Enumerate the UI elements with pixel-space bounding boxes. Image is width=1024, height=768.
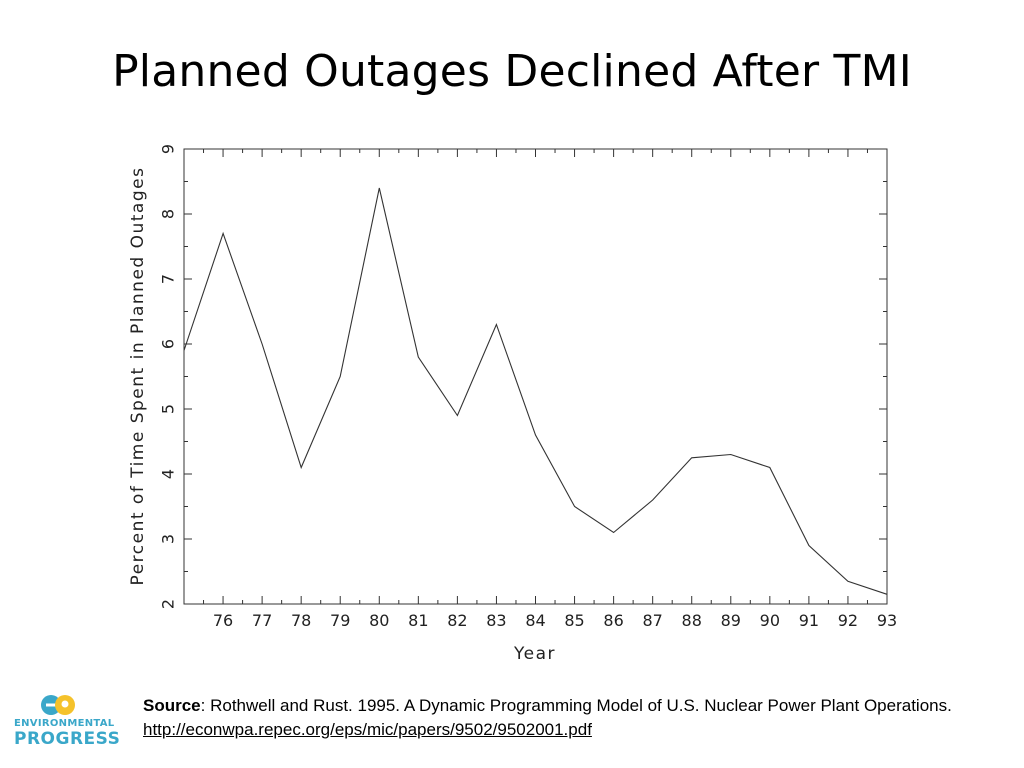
axis-ticks [184, 148, 888, 605]
outages-line-chart: 76 77 78 79 80 81 82 83 84 85 86 87 88 89 90 91 92 93 234… [128, 144, 897, 664]
x-tick-label: 77 [252, 611, 272, 630]
ep-logo-icon [39, 694, 77, 716]
x-tick-label: 91 [799, 611, 819, 630]
logo-text-progress: PROGRESS [14, 729, 121, 749]
source-link[interactable]: http://econwpa.repec.org/eps/mic/papers/… [143, 720, 592, 739]
x-tick-label: 88 [682, 611, 702, 630]
source-text: : Rothwell and Rust. 1995. A Dynamic Pro… [200, 696, 952, 715]
x-tick-label: 81 [408, 611, 428, 630]
source-label: Source [143, 696, 201, 715]
x-tick-label: 80 [369, 611, 389, 630]
source-citation: Source: Rothwell and Rust. 1995. A Dynam… [143, 694, 952, 742]
x-tick-label: 85 [564, 611, 584, 630]
y-tick-label: 7 [159, 274, 178, 284]
y-tick-label: 4 [159, 469, 178, 479]
y-tick-label: 6 [159, 339, 178, 349]
y-tick-label: 8 [159, 209, 178, 219]
y-tick-label: 3 [159, 534, 178, 544]
y-tick-label: 2 [159, 599, 178, 609]
x-tick-label: 93 [877, 611, 897, 630]
x-tick-label: 86 [603, 611, 623, 630]
x-tick-labels: 76 77 78 79 80 81 82 83 84 85 86 87 88 89 90 91 92 93 [213, 611, 897, 630]
x-tick-label: 79 [330, 611, 350, 630]
x-tick-label: 76 [213, 611, 233, 630]
y-tick-label: 5 [159, 404, 178, 414]
y-axis-label: Percent of Time Spent in Planned Outages [128, 167, 148, 586]
environmental-progress-logo: ENVIRONMENTAL PROGRESS [14, 694, 121, 749]
plot-frame [183, 148, 888, 605]
x-tick-label: 89 [721, 611, 741, 630]
x-tick-label: 78 [291, 611, 311, 630]
x-tick-label: 82 [447, 611, 467, 630]
x-tick-label: 87 [642, 611, 662, 630]
x-tick-label: 84 [525, 611, 545, 630]
y-tick-label: 9 [159, 144, 178, 154]
series-line [183, 187, 888, 595]
y-tick-labels: 2 3 4 5 6 7 8 9 [159, 144, 178, 609]
logo-text-environmental: ENVIRONMENTAL [14, 718, 115, 729]
x-tick-label: 90 [760, 611, 780, 630]
x-tick-label: 83 [486, 611, 506, 630]
x-tick-label: 92 [838, 611, 858, 630]
x-axis-label: Year [513, 644, 556, 664]
slide-title: Planned Outages Declined After TMI [112, 46, 912, 97]
